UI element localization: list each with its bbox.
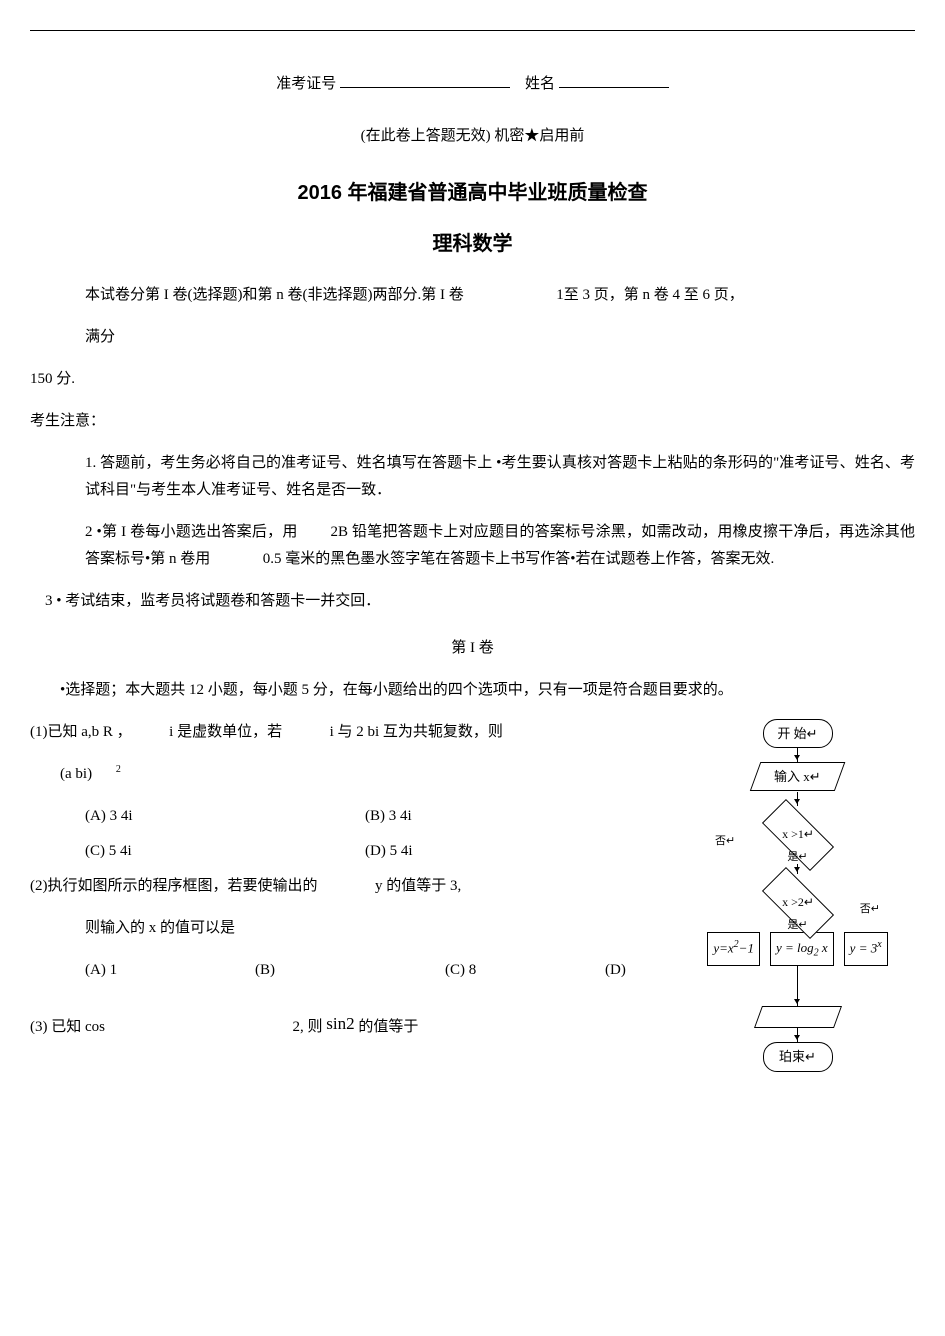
note3: 3 • 考试结束，监考员将试题卷和答题卡一并交回． xyxy=(45,588,915,615)
q2-s1: (2)执行如图所示的程序框图，若要使输出的 xyxy=(30,878,318,894)
name-blank xyxy=(559,73,669,88)
fc-end: 珀束↵ xyxy=(763,1042,833,1071)
main-title: 2016 年福建省普通高中毕业班质量检查 xyxy=(30,175,915,211)
fc-arrow xyxy=(797,864,798,874)
q1-exp: 2 xyxy=(116,764,121,775)
intro-p2: 满分 xyxy=(85,324,915,351)
note2c: 0.5 毫米的黑色墨水签字笔在答题卡上书写作答•若在试题卷上作答，答案无效. xyxy=(263,551,775,567)
q1-optC: (C) 5 4i xyxy=(85,838,255,865)
q3-s4: 的值等于 xyxy=(358,1019,418,1035)
name-label: 姓名 xyxy=(525,76,555,92)
fc-cond2-wrap: x >2↵ 否↵ 是↵ xyxy=(670,886,925,920)
header-notice: (在此卷上答题无效) 机密★启用前 xyxy=(30,123,915,150)
q2-s2: y 的值等于 3, xyxy=(375,878,461,894)
fc-yes-label2: 是↵ xyxy=(787,916,807,936)
q2-optB: (B) xyxy=(255,957,445,984)
q1-formula-text: (a bi) xyxy=(60,766,92,782)
q1-optA: (A) 3 4i xyxy=(85,803,255,830)
fc-arrow xyxy=(797,966,798,1006)
fc-no-label2: 否↵ xyxy=(860,900,880,920)
fc-output xyxy=(753,1006,841,1028)
fc-start: 开 始↵ xyxy=(763,719,833,748)
sub-title: 理科数学 xyxy=(30,226,915,262)
note1: 1. 答题前，考生务必将自己的准考证号、姓名填写在答题卡上 •考生要认真核对答题… xyxy=(85,450,915,504)
q2-optA: (A) 1 xyxy=(85,957,255,984)
questions-area: 开 始↵ 输入 x↵ 否↵ x >1↵ 是↵ x >2↵ 否↵ 是↵ y=x2−… xyxy=(30,719,915,1041)
note2: 2 •第 I 卷每小题选出答案后，用 2B 铅笔把答题卡上对应题目的答案标号涂黑… xyxy=(85,519,915,573)
q1-s3: i 与 2 bi 互为共轭复数，则 xyxy=(330,724,503,740)
q2-optD: (D) xyxy=(605,957,665,984)
fc-input-text: 输入 x↵ xyxy=(774,765,821,788)
id-blank xyxy=(340,73,510,88)
fc-f3: y = 3x xyxy=(844,932,888,967)
flowchart: 开 始↵ 输入 x↵ 否↵ x >1↵ 是↵ x >2↵ 否↵ 是↵ y=x2−… xyxy=(670,719,925,1072)
section1-desc: •选择题；本大题共 12 小题，每小题 5 分，在每小题给出的四个选项中，只有一… xyxy=(60,677,915,704)
q1-s1: (1)已知 a,b R ， xyxy=(30,724,132,740)
note2a: 2 •第 I 卷每小题选出答案后，用 xyxy=(85,524,298,540)
notice-text: (在此卷上答题无效) 机密★启用前 xyxy=(361,128,585,144)
fc-no-label: 否↵ xyxy=(715,832,735,852)
fc-cond2-text: x >2↵ xyxy=(782,892,814,914)
q1-optB: (B) 3 4i xyxy=(365,803,535,830)
fc-f1: y=x2−1 xyxy=(707,932,760,967)
fc-arrow xyxy=(797,1028,798,1042)
intro-p1a: 本试卷分第 I 卷(选择题)和第 n 卷(非选择题)两部分.第 I 卷 xyxy=(85,287,464,303)
intro-p4: 考生注意： xyxy=(30,408,915,435)
fc-f2: y = log2 x xyxy=(770,932,834,967)
q1-optD: (D) 5 4i xyxy=(365,838,535,865)
fc-cond1-text: x >1↵ xyxy=(782,824,814,846)
intro-p1: 本试卷分第 I 卷(选择题)和第 n 卷(非选择题)两部分.第 I 卷 1至 3… xyxy=(85,282,915,309)
q3-s1: (3) 已知 cos xyxy=(30,1019,105,1035)
fc-cond1-wrap: 否↵ x >1↵ 是↵ xyxy=(670,818,925,852)
q3-s3: sin2 xyxy=(326,1014,354,1033)
intro-p1b: 1至 3 页，第 n 卷 4 至 6 页， xyxy=(556,287,744,303)
top-rule xyxy=(30,30,915,31)
fc-input: 输入 x↵ xyxy=(750,762,846,791)
intro-p3: 150 分. xyxy=(30,366,915,393)
q2-optC: (C) 8 xyxy=(445,957,605,984)
q1-s2: i 是虚数单位，若 xyxy=(169,724,282,740)
header-id-line: 准考证号 姓名 xyxy=(30,71,915,98)
id-label: 准考证号 xyxy=(276,76,336,92)
q3-s2: 2, 则 xyxy=(293,1019,323,1035)
fc-formula-row: y=x2−1 y = log2 x y = 3x xyxy=(670,932,925,967)
fc-arrow xyxy=(797,792,798,806)
section1-head: 第 I 卷 xyxy=(30,635,915,662)
fc-arrow xyxy=(797,748,798,762)
